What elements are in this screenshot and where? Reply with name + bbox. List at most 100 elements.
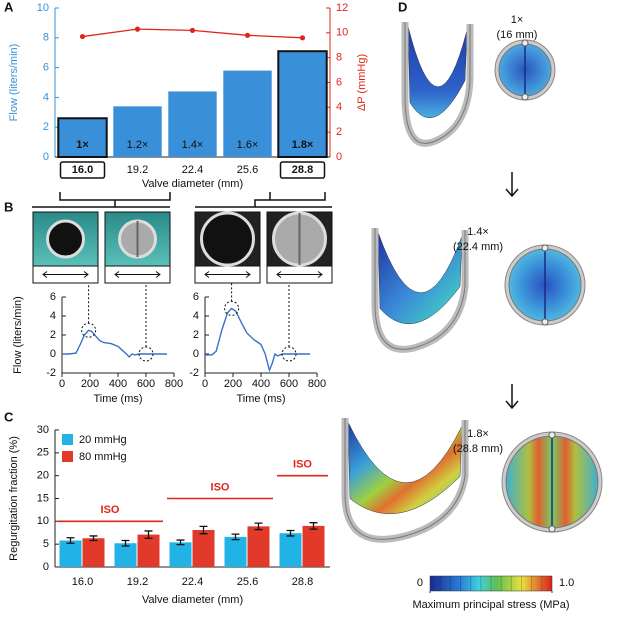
colorbar-tick-label: 0 [417,577,423,589]
error-bar [89,535,98,542]
error-bar [144,530,153,539]
bar [223,70,272,157]
x-tick-label: 200 [224,378,242,390]
bar [192,530,215,567]
point [299,35,306,41]
stent-frame-edge [344,418,466,540]
bar-label: 1.6× [237,139,259,151]
axis-title: Flow (liters/min) [8,44,20,122]
y-tick-label: 6 [50,291,56,303]
y-tick-label: 0 [43,561,49,573]
y-tick-label: 4 [336,101,342,113]
point [134,26,141,32]
y-tick-label: 2 [193,329,199,341]
stage-diameter: (22.4 mm) [453,241,503,253]
y-tick-label: 15 [37,492,49,504]
post [541,244,549,252]
point [79,33,86,40]
x-tick-label: 22.4 [182,164,203,176]
panel-label: C [4,409,14,424]
x-tick-label: 800 [308,378,326,390]
x-tick-label: 25.6 [237,164,258,176]
y-tick-label: 10 [37,2,49,14]
stent-frame-edge [374,228,466,350]
bar [82,538,105,567]
y-tick-label: 6 [336,76,342,88]
panel-label: A [4,0,14,14]
bar [247,526,270,567]
legend-label: 80 mmHg [79,451,127,463]
x-tick-label: 800 [165,378,183,390]
y-tick-label: 8 [336,52,342,64]
error-bar [176,539,185,546]
error-bar [309,522,318,530]
post [541,318,549,326]
bar [114,543,137,567]
y-tick-label: 0 [43,151,49,163]
valve-ring [200,211,255,267]
x-tick-label: 16.0 [72,164,93,176]
legend-swatch [62,434,73,445]
line [62,329,167,358]
point [189,27,196,33]
x-tick-label: 600 [137,378,155,390]
stent-frame-edge [404,22,471,144]
iso-label: ISO [101,504,120,516]
y-tick-label: 6 [43,62,49,74]
post [548,525,556,533]
valve-ring [46,219,85,259]
colorbar [429,575,553,592]
bar [277,50,328,158]
y-tick-label: 4 [43,91,49,103]
x-tick-label: 600 [280,378,298,390]
y-tick-label: 30 [37,424,49,436]
y-tick-label: 10 [37,515,49,527]
down-arrow [505,172,519,198]
stage-scale: 1.8× [467,428,489,440]
legend-label: 20 mmHg [79,434,127,446]
x-tick-label: 200 [81,378,99,390]
bar-label: 1.8× [292,139,314,151]
legend-swatch [62,451,73,462]
panel-label: B [4,199,13,214]
axis-title: Flow (liters/min) [12,296,24,374]
bar [279,533,302,567]
x-tick-label: 28.8 [292,164,313,176]
y-tick-label: -2 [46,367,56,379]
x-tick-label: 0 [59,378,65,390]
post [521,93,529,101]
bar [57,117,108,159]
x-tick-label: 400 [109,378,127,390]
axis-title: ΔP (mmHg) [356,54,368,111]
y-tick-label: 2 [336,126,342,138]
error-bar [66,537,75,544]
y-tick-label: 20 [37,470,49,482]
stage-scale: 1× [511,14,524,26]
y-tick-label: 4 [50,310,56,322]
stage-diameter: (28.8 mm) [453,443,503,455]
leaflet [347,421,463,514]
bar [302,525,325,567]
y-tick-label: 0 [50,348,56,360]
y-tick-label: 0 [336,151,342,163]
bar-label: 1.4× [182,139,204,151]
y-tick-label: 6 [193,291,199,303]
x-tick-label: 0 [202,378,208,390]
leaflet [377,231,463,324]
colorbar-title: Maximum principal stress (MPa) [412,599,569,611]
x-axis-title: Valve diameter (mm) [142,594,243,606]
y-tick-label: 4 [193,310,199,322]
y-tick-label: 2 [50,329,56,341]
bar-label: 1× [76,139,89,151]
bracket [59,192,326,207]
error-bar [254,522,263,531]
y-tick-label: 5 [43,538,49,550]
line [205,307,310,373]
label-box [279,161,326,179]
label-box [59,161,106,179]
bar-label: 1.2× [127,139,149,151]
error-bar [199,525,208,535]
bar [137,534,160,567]
bar [59,540,82,567]
